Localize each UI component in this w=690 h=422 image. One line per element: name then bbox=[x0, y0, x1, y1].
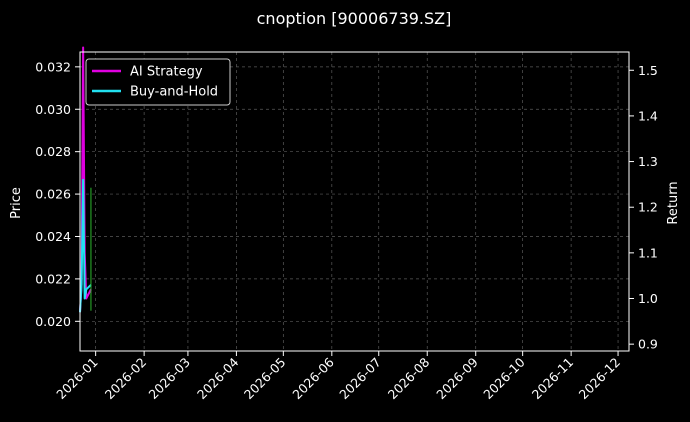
series-layer bbox=[79, 46, 92, 313]
y-left-tick-label: 0.026 bbox=[35, 187, 71, 202]
legend-box bbox=[85, 58, 231, 106]
chart-title: cnoption [90006739.SZ] bbox=[257, 9, 452, 28]
y-left-tick-label: 0.028 bbox=[35, 144, 71, 159]
y-right-tick-label: 1.2 bbox=[638, 200, 658, 215]
y-right-tick-label: 1.0 bbox=[638, 291, 658, 306]
legend-label: AI Strategy bbox=[130, 65, 203, 80]
y-right-tick-label: 1.3 bbox=[638, 154, 658, 169]
legend: AI Strategy Buy-and-Hold bbox=[85, 58, 231, 106]
plot-frame bbox=[79, 51, 630, 352]
y-left-tick-label: 0.032 bbox=[35, 59, 71, 74]
y-right-tick-label: 1.5 bbox=[638, 63, 658, 78]
y-axis-right: 0.9 1.0 1.1 1.2 1.3 1.4 1.5 bbox=[629, 63, 658, 352]
y-left-tick-label: 0.022 bbox=[35, 271, 71, 286]
y-right-tick-label: 1.4 bbox=[638, 108, 658, 123]
y-left-tick-label: 0.020 bbox=[35, 314, 71, 329]
y-left-tick-label: 0.030 bbox=[35, 102, 71, 117]
y-axis-right-label: Return bbox=[666, 181, 681, 224]
y-right-tick-label: 0.9 bbox=[638, 337, 658, 352]
y-right-tick-label: 1.1 bbox=[638, 245, 658, 260]
y-axis-left-label: Price bbox=[9, 187, 24, 219]
y-axis-left: 0.020 0.022 0.024 0.026 0.028 0.030 0.032 bbox=[35, 59, 80, 329]
legend-label: Buy-and-Hold bbox=[130, 85, 218, 100]
y-left-tick-label: 0.024 bbox=[35, 229, 71, 244]
buy-and-hold-line bbox=[79, 178, 92, 313]
